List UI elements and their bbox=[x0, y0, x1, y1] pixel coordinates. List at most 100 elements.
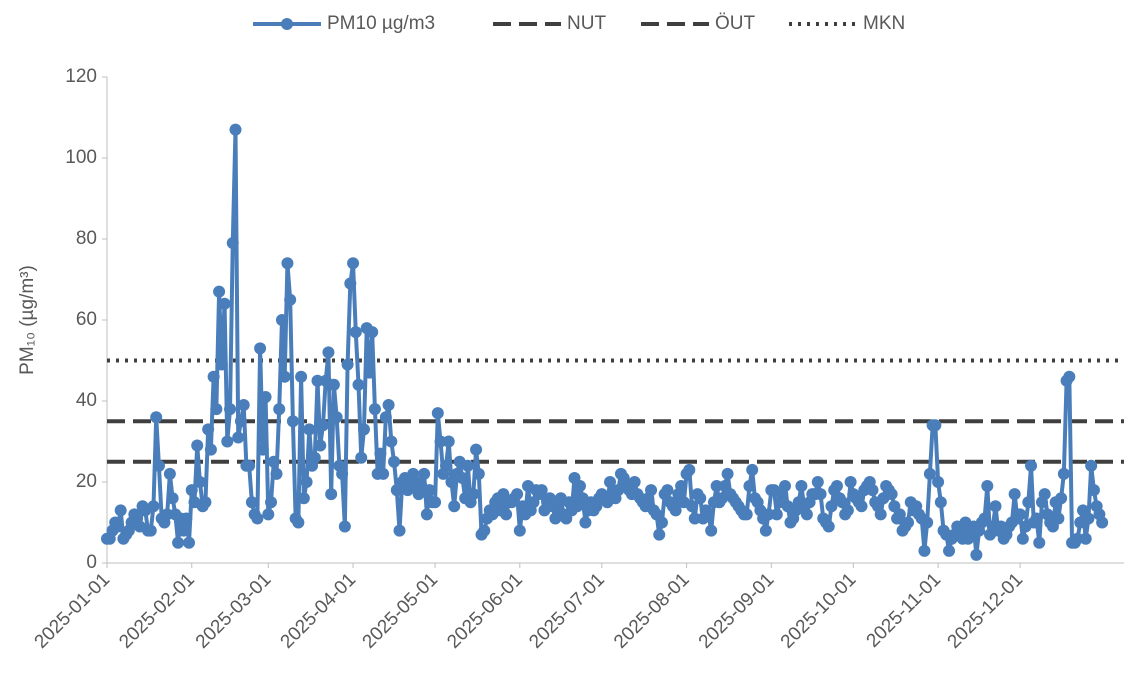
data-point bbox=[1079, 532, 1092, 545]
x-tick-label: 2025-01-01 bbox=[30, 569, 114, 653]
data-point bbox=[357, 423, 370, 436]
x-tick-label: 2025-05-01 bbox=[359, 569, 443, 653]
data-point bbox=[841, 504, 854, 517]
data-point bbox=[224, 403, 237, 416]
data-point bbox=[286, 415, 299, 428]
data-point bbox=[199, 496, 212, 509]
data-point bbox=[256, 443, 269, 456]
data-point bbox=[185, 484, 198, 497]
data-point bbox=[604, 476, 617, 488]
data-point bbox=[918, 544, 931, 557]
data-point bbox=[418, 467, 431, 480]
data-point bbox=[183, 536, 196, 549]
data-point bbox=[308, 451, 321, 464]
data-point bbox=[579, 516, 592, 529]
data-point bbox=[478, 524, 491, 537]
data-point bbox=[981, 480, 994, 493]
data-point bbox=[163, 467, 176, 480]
data-point bbox=[251, 512, 264, 525]
data-point bbox=[795, 480, 808, 493]
data-point bbox=[314, 439, 327, 452]
data-point bbox=[213, 285, 226, 298]
data-point bbox=[374, 447, 387, 460]
data-point bbox=[207, 370, 220, 383]
data-point bbox=[166, 492, 179, 505]
data-point bbox=[661, 484, 674, 497]
data-point bbox=[202, 423, 215, 436]
data-point bbox=[1016, 532, 1029, 545]
data-point bbox=[229, 123, 242, 136]
data-point bbox=[278, 370, 291, 383]
data-point bbox=[265, 496, 278, 509]
data-point bbox=[344, 277, 357, 290]
y-tick-label: 0 bbox=[86, 552, 97, 573]
data-point bbox=[1014, 508, 1027, 521]
x-tick-label: 2025-08-01 bbox=[610, 569, 694, 653]
data-point bbox=[226, 237, 239, 250]
data-point bbox=[193, 476, 206, 488]
data-point bbox=[243, 459, 256, 472]
x-tick-label: 2025-11-01 bbox=[863, 569, 946, 652]
data-point bbox=[111, 520, 124, 533]
data-point bbox=[281, 257, 294, 270]
data-point bbox=[382, 399, 395, 412]
data-point bbox=[355, 451, 368, 464]
data-point bbox=[1082, 512, 1095, 525]
data-point bbox=[1038, 488, 1051, 501]
data-point bbox=[830, 480, 843, 493]
legend-label: MKN bbox=[863, 13, 905, 34]
data-point bbox=[388, 455, 401, 468]
data-point bbox=[500, 508, 513, 521]
data-point bbox=[316, 419, 329, 432]
data-point bbox=[923, 467, 936, 480]
data-point bbox=[232, 431, 245, 444]
data-point bbox=[902, 516, 915, 529]
data-point bbox=[191, 439, 204, 452]
x-tick-label: 2025-09-01 bbox=[695, 569, 779, 653]
data-point bbox=[970, 548, 983, 561]
data-point bbox=[377, 467, 390, 480]
data-point bbox=[675, 480, 688, 493]
data-point bbox=[978, 512, 991, 525]
data-point bbox=[470, 443, 483, 456]
y-tick-label: 120 bbox=[65, 66, 97, 87]
data-point bbox=[1057, 467, 1070, 480]
data-point bbox=[688, 512, 701, 525]
data-point bbox=[152, 459, 165, 472]
data-point bbox=[467, 488, 480, 501]
data-point bbox=[210, 403, 223, 416]
data-point bbox=[844, 476, 857, 488]
data-point bbox=[311, 374, 324, 387]
data-point bbox=[234, 415, 247, 428]
legend-marker bbox=[281, 18, 293, 30]
data-point bbox=[628, 476, 641, 488]
data-point bbox=[1030, 512, 1043, 525]
data-point bbox=[292, 516, 305, 529]
data-point bbox=[669, 504, 682, 517]
data-point bbox=[1008, 488, 1021, 501]
data-point bbox=[513, 524, 526, 537]
data-point bbox=[172, 536, 185, 549]
data-point bbox=[866, 484, 879, 497]
data-point bbox=[429, 496, 442, 509]
data-point bbox=[885, 488, 898, 501]
data-point bbox=[284, 293, 297, 306]
data-point bbox=[431, 407, 444, 420]
data-point bbox=[434, 435, 447, 448]
data-point bbox=[511, 488, 524, 501]
data-point bbox=[295, 370, 308, 383]
data-point bbox=[822, 520, 835, 533]
data-point bbox=[705, 524, 718, 537]
data-point bbox=[442, 435, 455, 448]
data-point bbox=[472, 467, 485, 480]
data-point bbox=[989, 500, 1002, 513]
data-point bbox=[204, 443, 217, 456]
data-point bbox=[368, 403, 381, 416]
data-point bbox=[267, 455, 280, 468]
data-point bbox=[322, 346, 335, 359]
data-point bbox=[686, 500, 699, 513]
data-point bbox=[759, 524, 772, 537]
data-point bbox=[814, 488, 827, 501]
x-tick-label: 2025-10-01 bbox=[777, 569, 861, 653]
